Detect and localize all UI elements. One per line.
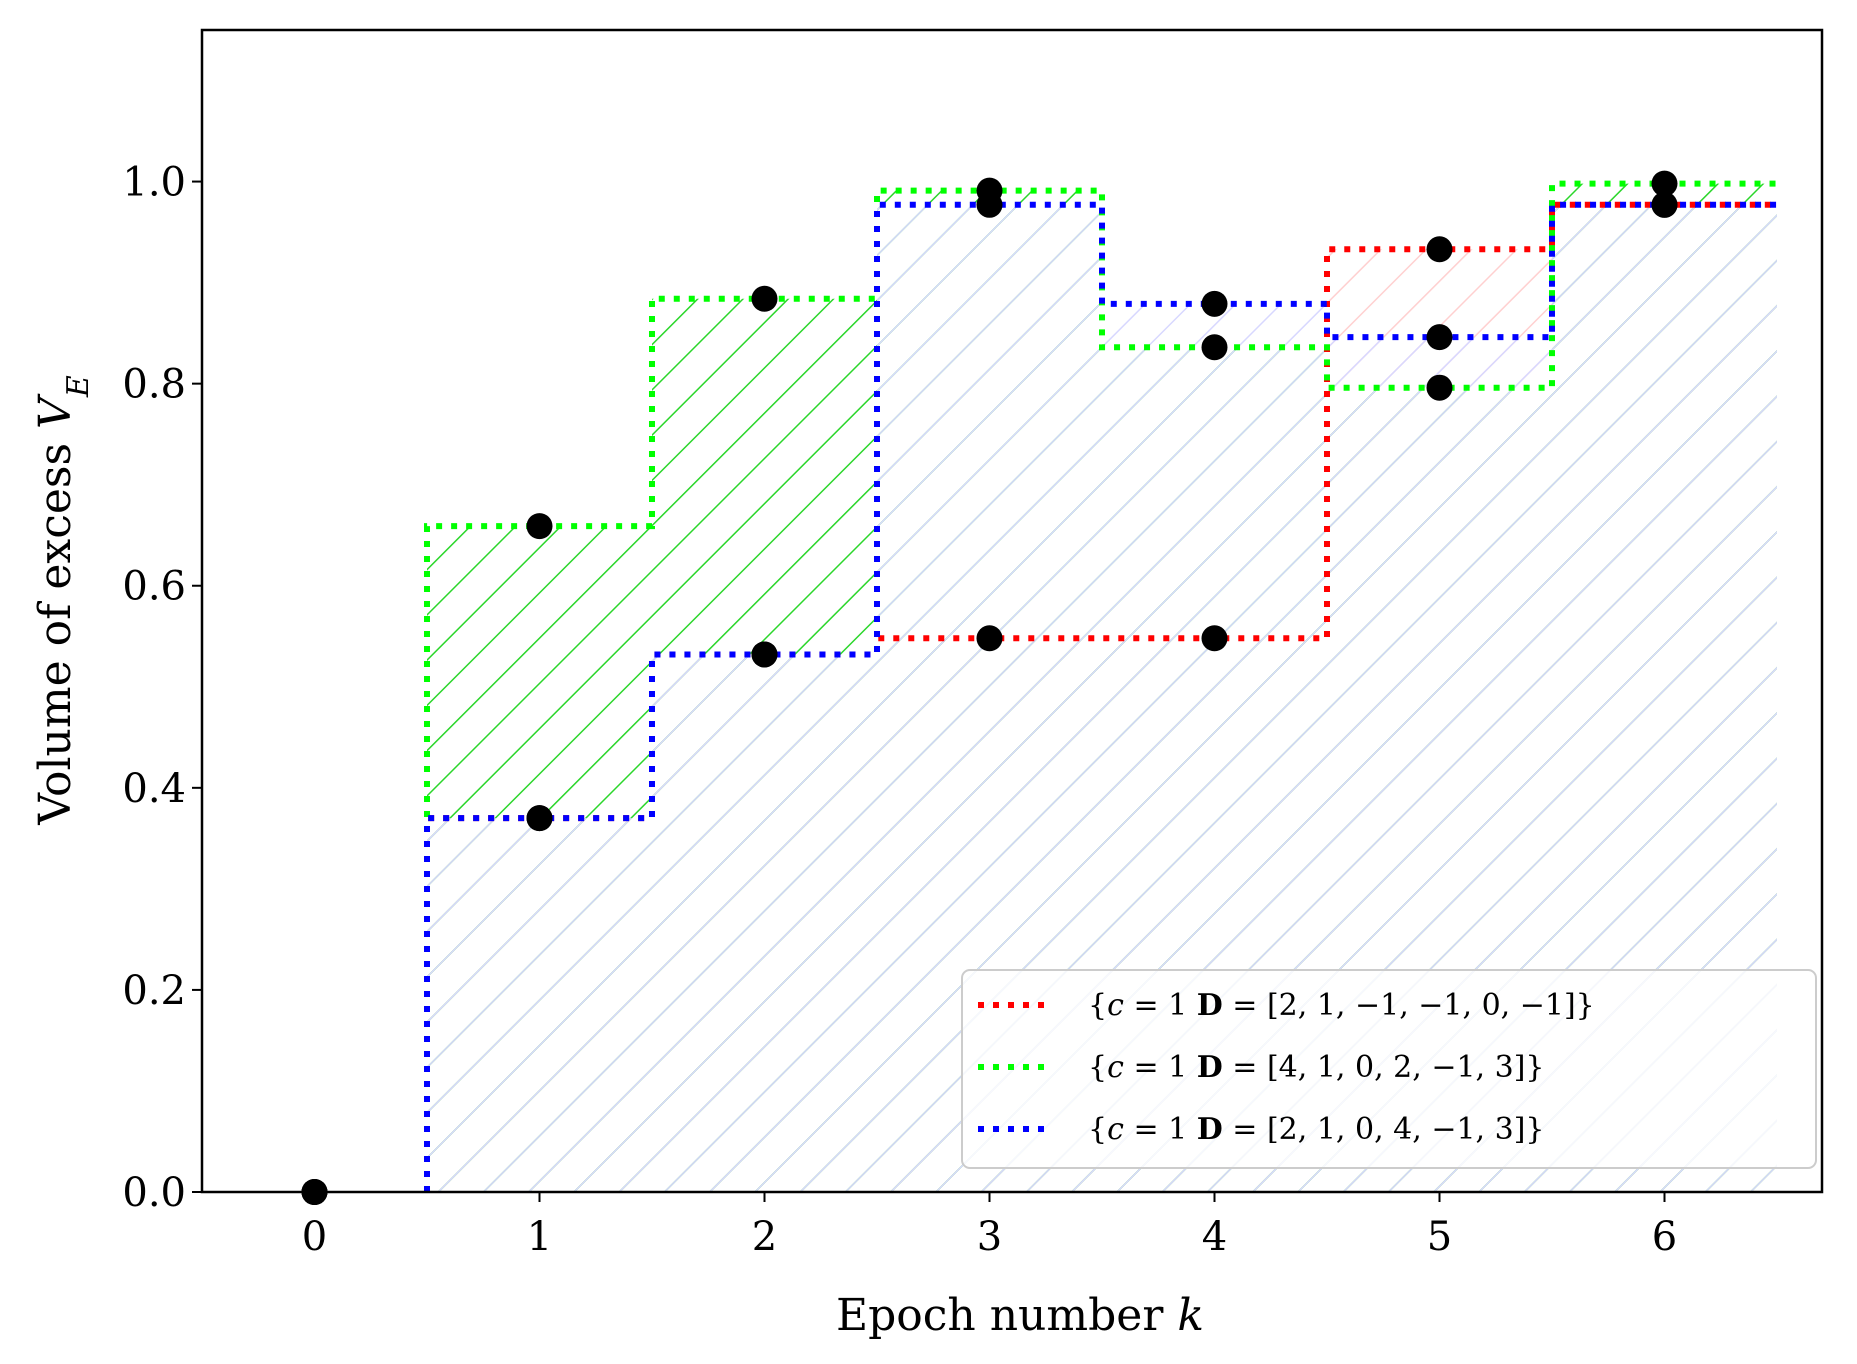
legend: {c = 1 D = [2, 1, −1, −1, 0, −1]}{c = 1 … [961,969,1817,1169]
data-point-s3-k4 [1201,290,1228,317]
data-point-s3-k5 [1426,324,1453,351]
y-axis-ticks: 0.0 0.2 0.4 0.6 0.8 1.0 [122,160,202,1216]
hatched-fills [427,183,1777,1192]
data-point-s2-k6 [1651,170,1678,197]
legend-label-1: {c = 1 D = [2, 1, −1, −1, 0, −1]} [1088,988,1595,1023]
data-point-s3-k3 [976,191,1003,218]
y-axis-label: Volume of excess VE [30,375,96,826]
x-axis-label-text: Epoch number [836,1290,1177,1341]
x-tick-label: 0 [302,1214,327,1260]
legend-brace: { [1088,1050,1107,1085]
x-axis-label: Epoch number k [836,1290,1204,1341]
legend-values: = [2, 1, −1, −1, 0, −1]} [1223,988,1595,1023]
data-point-s1-k4 [1201,625,1228,652]
legend-label-3: {c = 1 D = [2, 1, 0, 4, −1, 3]} [1088,1112,1545,1147]
series-fill-3 [427,204,1777,1192]
y-tick-label: 0.8 [122,362,186,408]
x-tick-label: 5 [1427,1214,1452,1260]
legend-box [961,969,1817,1169]
x-axis-ticks: 0 1 2 3 4 5 6 [302,1192,1677,1260]
legend-label-2: {c = 1 D = [4, 1, 0, 2, −1, 3]} [1088,1050,1545,1085]
legend-c: c [1107,1050,1124,1085]
x-tick-label: 6 [1652,1214,1677,1260]
data-point-s3-k1 [526,805,553,832]
series-line-1 [424,201,1777,1192]
y-tick-label: 0.0 [122,1170,186,1216]
legend-values: = [2, 1, 0, 4, −1, 3]} [1223,1112,1545,1147]
plot-frame [200,28,1824,1194]
data-point-s3-k6 [1651,191,1678,218]
series-line-2 [424,180,1777,1192]
y-tick-label: 1.0 [122,160,186,206]
data-point-s2-k1 [526,513,553,540]
legend-c: c [1107,988,1124,1023]
data-point-s2-k4 [1201,334,1228,361]
data-point-s1-k5 [1426,236,1453,263]
y-tick-label: 0.6 [122,564,186,610]
x-tick-label: 4 [1202,1214,1227,1260]
y-tick-label: 0.4 [122,766,186,812]
data-point-s2-k2 [751,285,778,312]
legend-D: D [1197,1050,1223,1085]
data-point-s3-k2 [751,641,778,668]
data-point-s1-k3 [976,625,1003,652]
legend-D: D [1197,988,1223,1023]
legend-brace: { [1088,988,1107,1023]
step-lines [424,180,1777,1192]
legend-brace: { [1088,1112,1107,1147]
legend-eq: = 1 [1124,988,1197,1023]
data-point-s2-k5 [1426,374,1453,401]
legend-c: c [1107,1112,1124,1147]
y-axis-label-text: Volume of excess [30,429,81,826]
x-tick-label: 1 [527,1214,552,1260]
y-axis-label-sub: E [61,375,96,398]
x-axis-label-var: k [1177,1290,1204,1341]
x-tick-label: 3 [977,1214,1002,1260]
legend-entries: {c = 1 D = [2, 1, −1, −1, 0, −1]}{c = 1 … [978,988,1595,1147]
legend-D: D [1197,1112,1223,1147]
legend-values: = [4, 1, 0, 2, −1, 3]} [1223,1050,1545,1085]
x-tick-label: 2 [752,1214,777,1260]
legend-eq: = 1 [1124,1050,1197,1085]
y-tick-label: 0.2 [122,968,186,1014]
legend-eq: = 1 [1124,1112,1197,1147]
y-axis-label-var: V [30,393,81,429]
